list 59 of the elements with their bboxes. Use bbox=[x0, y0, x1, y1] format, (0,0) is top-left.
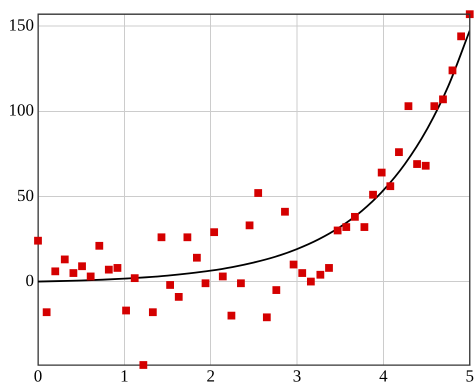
point bbox=[60, 256, 69, 264]
point bbox=[404, 102, 412, 110]
point bbox=[457, 32, 466, 40]
point bbox=[202, 279, 210, 288]
point bbox=[70, 269, 78, 277]
y-tick-label: 150 bbox=[8, 16, 34, 35]
point bbox=[430, 102, 438, 110]
x-tick-label: 5 bbox=[466, 366, 474, 386]
point bbox=[237, 279, 245, 288]
point bbox=[422, 162, 430, 170]
point bbox=[395, 148, 403, 156]
point bbox=[448, 66, 456, 74]
point bbox=[158, 233, 166, 242]
point bbox=[272, 286, 280, 294]
point bbox=[114, 264, 122, 272]
line-series bbox=[38, 30, 470, 282]
point bbox=[104, 266, 113, 274]
point bbox=[325, 264, 333, 272]
x-tick-label: 1 bbox=[120, 366, 129, 386]
point bbox=[34, 236, 42, 245]
point bbox=[351, 212, 359, 221]
x-tick-label: 3 bbox=[292, 366, 302, 386]
y-tick-label: 0 bbox=[26, 271, 34, 290]
y-tick-label: 50 bbox=[17, 186, 34, 205]
point bbox=[360, 223, 368, 231]
point bbox=[139, 361, 148, 369]
point bbox=[218, 272, 227, 280]
point bbox=[130, 274, 139, 282]
point bbox=[192, 254, 201, 262]
point bbox=[262, 313, 271, 322]
point bbox=[51, 267, 60, 276]
point bbox=[210, 228, 218, 236]
point bbox=[413, 160, 421, 168]
point bbox=[95, 242, 104, 250]
point bbox=[246, 221, 254, 230]
x-tick-label: 4 bbox=[379, 366, 388, 386]
point bbox=[334, 226, 342, 234]
point bbox=[148, 308, 157, 316]
point bbox=[166, 281, 174, 289]
point bbox=[439, 95, 447, 104]
point bbox=[86, 272, 95, 280]
point bbox=[281, 208, 289, 216]
point bbox=[254, 189, 262, 197]
point bbox=[174, 292, 183, 301]
y-tick-label: 100 bbox=[8, 100, 34, 120]
point bbox=[369, 190, 377, 199]
point bbox=[42, 308, 51, 316]
point bbox=[386, 182, 394, 190]
point bbox=[228, 312, 236, 320]
x-tick-label: 2 bbox=[206, 366, 215, 386]
point bbox=[290, 260, 298, 268]
point bbox=[316, 270, 324, 279]
point bbox=[183, 233, 192, 242]
point bbox=[78, 262, 86, 270]
point bbox=[306, 278, 315, 286]
point bbox=[378, 168, 386, 176]
point bbox=[122, 306, 130, 314]
point bbox=[342, 223, 350, 231]
point bbox=[298, 269, 306, 277]
